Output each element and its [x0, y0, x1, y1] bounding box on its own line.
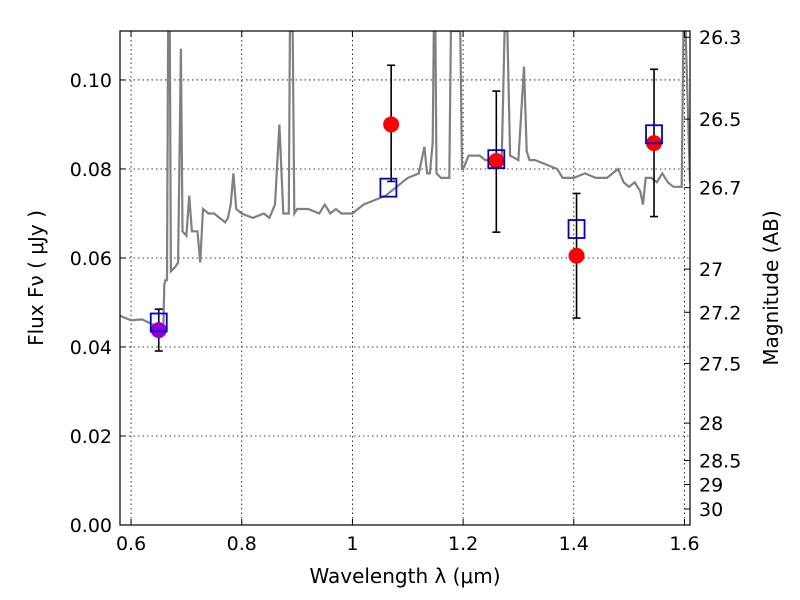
x-tick-label: 1.2	[448, 533, 478, 555]
synthetic-square	[379, 177, 398, 198]
y-tick-label: 0.04	[70, 337, 112, 359]
y-tick-label: 0.06	[70, 248, 112, 270]
y-tick-label: 0.02	[70, 426, 112, 448]
right-tick-label: 27	[699, 259, 723, 281]
right-tick-label: 29	[699, 475, 723, 497]
x-axis-ticks: 0.6 0.8 1 1.2 1.4 1.6	[116, 31, 700, 555]
synthetic-square	[645, 124, 663, 145]
x-tick-label: 0.6	[116, 533, 146, 555]
y-tick-label: 0.08	[70, 159, 112, 181]
synthetic-square	[149, 312, 168, 333]
observed-point	[488, 152, 505, 169]
y-tick-label: 0.10	[70, 70, 112, 92]
synthetic-square	[487, 149, 506, 170]
right-tick-label: 26.7	[699, 178, 741, 200]
right-tick-label: 30	[699, 499, 723, 521]
model-spectrum-layer	[120, 31, 690, 334]
synthetic-squares-layer	[149, 124, 663, 333]
synthetic-square	[567, 219, 586, 239]
y-axis-title: Flux Fν ( μJy )	[24, 210, 48, 346]
y-tick-label: 0.00	[70, 515, 112, 537]
right-tick-label: 26.5	[699, 109, 741, 131]
grid-lines	[120, 31, 690, 526]
plot-frame	[119, 30, 691, 526]
right-axis-title: Magnitude (AB)	[759, 210, 783, 365]
model-spectrum-line	[120, 31, 690, 334]
x-tick-label: 1.6	[669, 533, 699, 555]
observed-points-layer	[150, 116, 663, 339]
x-tick-label: 0.8	[227, 533, 257, 555]
right-tick-label: 28	[699, 413, 723, 435]
x-tick-label: 1	[346, 533, 358, 555]
x-axis-title: Wavelength λ (μm)	[309, 564, 500, 588]
observed-point	[568, 247, 585, 264]
y-axis-ticks: 0.00 0.02 0.04 0.06 0.08 0.10	[70, 70, 126, 537]
right-tick-label: 27.2	[699, 302, 741, 324]
observed-point	[150, 322, 167, 339]
x-tick-label: 1.4	[559, 533, 589, 555]
right-tick-label: 26.3	[699, 27, 741, 49]
right-tick-label: 27.5	[699, 353, 741, 375]
observed-point	[383, 116, 400, 133]
right-tick-label: 28.5	[699, 450, 741, 472]
